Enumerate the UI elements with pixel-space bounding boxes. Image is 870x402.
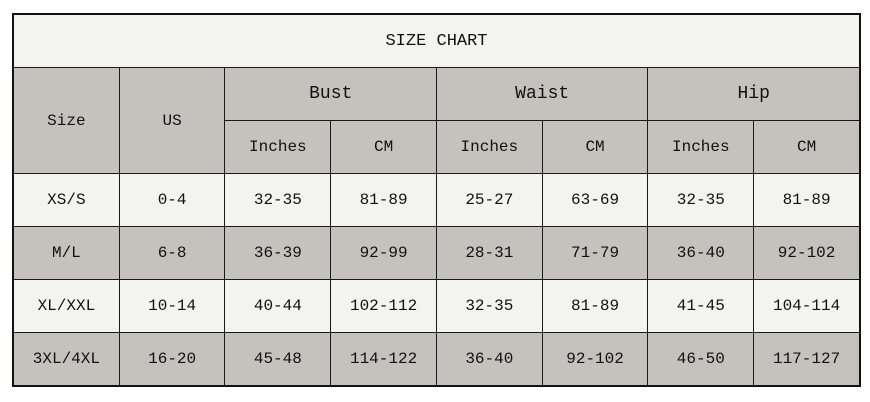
- cell-hip-inches: 41-45: [647, 279, 755, 333]
- cell-us: 10-14: [118, 279, 226, 333]
- subheader-hip-cm: CM: [753, 120, 861, 174]
- table-row: M/L 6-8 36-39 92-99 28-31 71-79 36-40 92-102: [12, 226, 861, 280]
- table-row: XL/XXL 10-14 40-44 102-112 32-35 81-89 41-45 10…: [12, 279, 861, 333]
- cell-waist-inches: 25-27: [435, 173, 543, 227]
- subheader-waist-cm: CM: [541, 120, 649, 174]
- cell-hip-cm: 117-127: [753, 332, 861, 387]
- cell-hip-inches: 36-40: [647, 226, 755, 280]
- subheader-bust-inches: Inches: [224, 120, 332, 174]
- header-us: US: [118, 67, 226, 174]
- header-size: Size: [12, 67, 120, 174]
- cell-size: XS/S: [12, 173, 120, 227]
- cell-waist-cm: 63-69: [541, 173, 649, 227]
- subheader-waist-inches: Inches: [435, 120, 543, 174]
- cell-waist-inches: 32-35: [435, 279, 543, 333]
- size-chart-table: SIZE CHART Size US Bust Waist Hip Inches…: [12, 13, 861, 387]
- cell-us: 6-8: [118, 226, 226, 280]
- cell-bust-cm: 102-112: [330, 279, 437, 333]
- cell-bust-inches: 36-39: [224, 226, 332, 280]
- cell-hip-inches: 46-50: [647, 332, 755, 387]
- cell-bust-inches: 40-44: [224, 279, 332, 333]
- cell-hip-cm: 104-114: [753, 279, 861, 333]
- cell-size: XL/XXL: [12, 279, 120, 333]
- cell-waist-cm: 71-79: [541, 226, 649, 280]
- header-waist: Waist: [435, 67, 649, 121]
- cell-us: 16-20: [118, 332, 226, 387]
- header-bust: Bust: [224, 67, 437, 121]
- cell-bust-inches: 32-35: [224, 173, 332, 227]
- cell-size: 3XL/4XL: [12, 332, 120, 387]
- cell-hip-cm: 92-102: [753, 226, 861, 280]
- cell-hip-cm: 81-89: [753, 173, 861, 227]
- cell-waist-inches: 28-31: [435, 226, 543, 280]
- cell-bust-cm: 114-122: [330, 332, 437, 387]
- subheader-hip-inches: Inches: [647, 120, 755, 174]
- table-row: 3XL/4XL 16-20 45-48 114-122 36-40 92-102 46-50…: [12, 332, 861, 387]
- cell-waist-cm: 92-102: [541, 332, 649, 387]
- cell-bust-cm: 92-99: [330, 226, 437, 280]
- subheader-bust-cm: CM: [330, 120, 437, 174]
- table-row: XS/S 0-4 32-35 81-89 25-27 63-69 32-35 81-89: [12, 173, 861, 227]
- cell-hip-inches: 32-35: [647, 173, 755, 227]
- cell-bust-inches: 45-48: [224, 332, 332, 387]
- header-hip: Hip: [647, 67, 861, 121]
- cell-size: M/L: [12, 226, 120, 280]
- cell-waist-cm: 81-89: [541, 279, 649, 333]
- cell-bust-cm: 81-89: [330, 173, 437, 227]
- cell-waist-inches: 36-40: [435, 332, 543, 387]
- cell-us: 0-4: [118, 173, 226, 227]
- table-title: SIZE CHART: [12, 13, 861, 68]
